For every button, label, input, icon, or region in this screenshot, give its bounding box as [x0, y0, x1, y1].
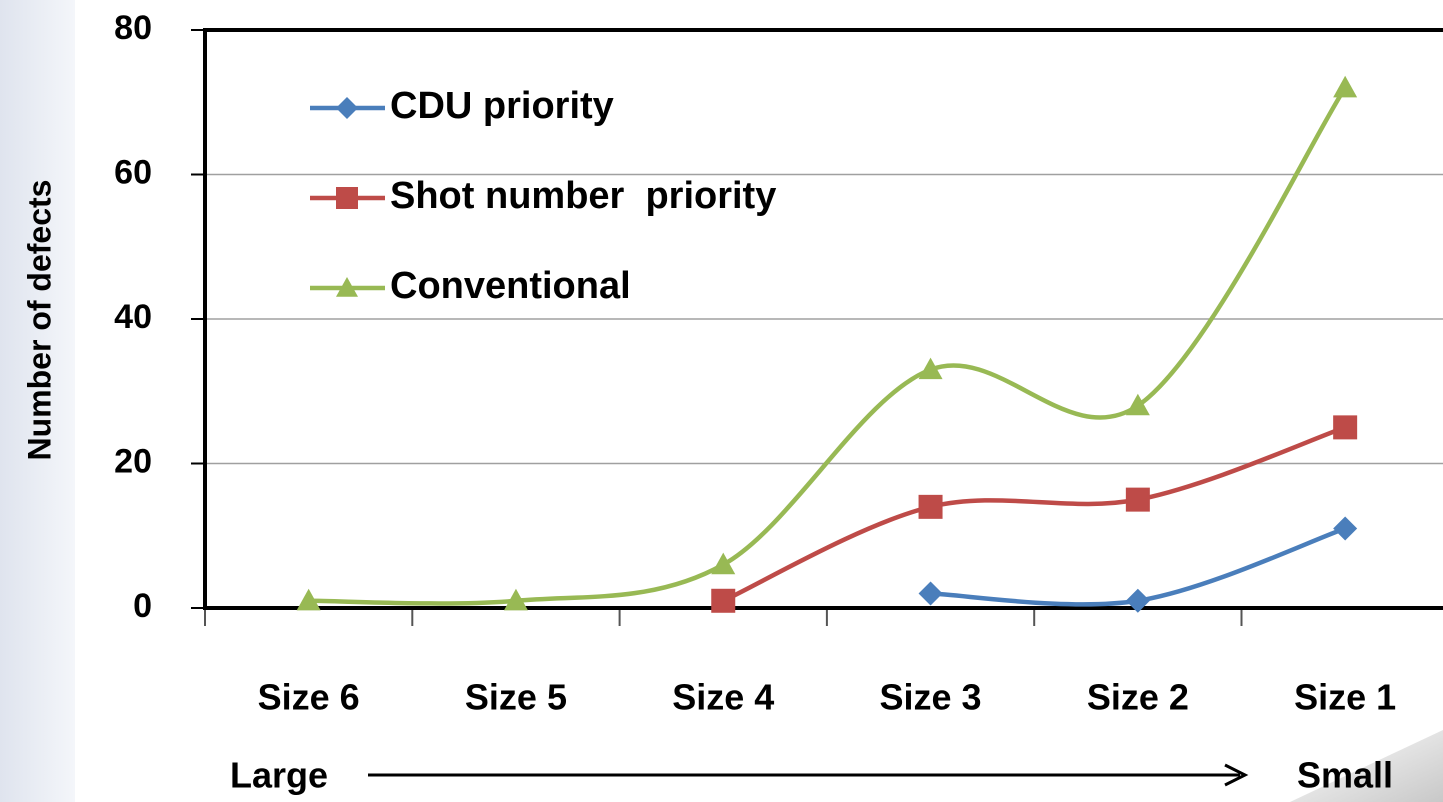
y-tick-label: 0: [133, 587, 152, 625]
legend-label: Shot number priority: [390, 175, 776, 217]
x-tick-label: Size 5: [465, 677, 567, 718]
marker: [711, 588, 736, 613]
marker: [336, 97, 358, 119]
series-line: [722, 425, 1346, 603]
y-tick-label: 20: [114, 442, 152, 480]
marker: [296, 588, 321, 611]
series-line: [308, 86, 1348, 606]
plot-frame: [203, 28, 1443, 610]
marker: [711, 552, 736, 575]
marker: [503, 588, 528, 611]
annotation: Small: [1297, 755, 1393, 796]
y-tick-label: 80: [114, 9, 152, 47]
marker: [1125, 393, 1150, 416]
marker: [1333, 75, 1358, 98]
x-tick-label: Size 2: [1087, 677, 1189, 718]
marker: [918, 494, 943, 519]
arrow-head: [1224, 763, 1249, 787]
marker: [336, 187, 358, 209]
marker: [1125, 487, 1150, 512]
x-tick-label: Size 6: [258, 677, 360, 718]
marker: [918, 581, 943, 606]
x-tick-label: Size 1: [1294, 677, 1396, 718]
annotation: Large: [230, 755, 328, 796]
marker: [336, 277, 358, 297]
marker: [918, 357, 943, 380]
y-axis-label: Number of defects: [21, 180, 57, 461]
marker: [1333, 516, 1358, 541]
x-tick-label: Size 3: [880, 677, 982, 718]
marker: [1333, 415, 1358, 440]
y-tick-label: 40: [114, 298, 152, 336]
legend-label: CDU priority: [390, 85, 614, 127]
y-tick-label: 60: [114, 153, 152, 191]
marker: [1125, 588, 1150, 613]
x-tick-label: Size 4: [672, 677, 774, 718]
legend-label: Conventional: [390, 265, 631, 307]
background-strip: [0, 0, 75, 802]
page-curl: [1290, 730, 1443, 802]
